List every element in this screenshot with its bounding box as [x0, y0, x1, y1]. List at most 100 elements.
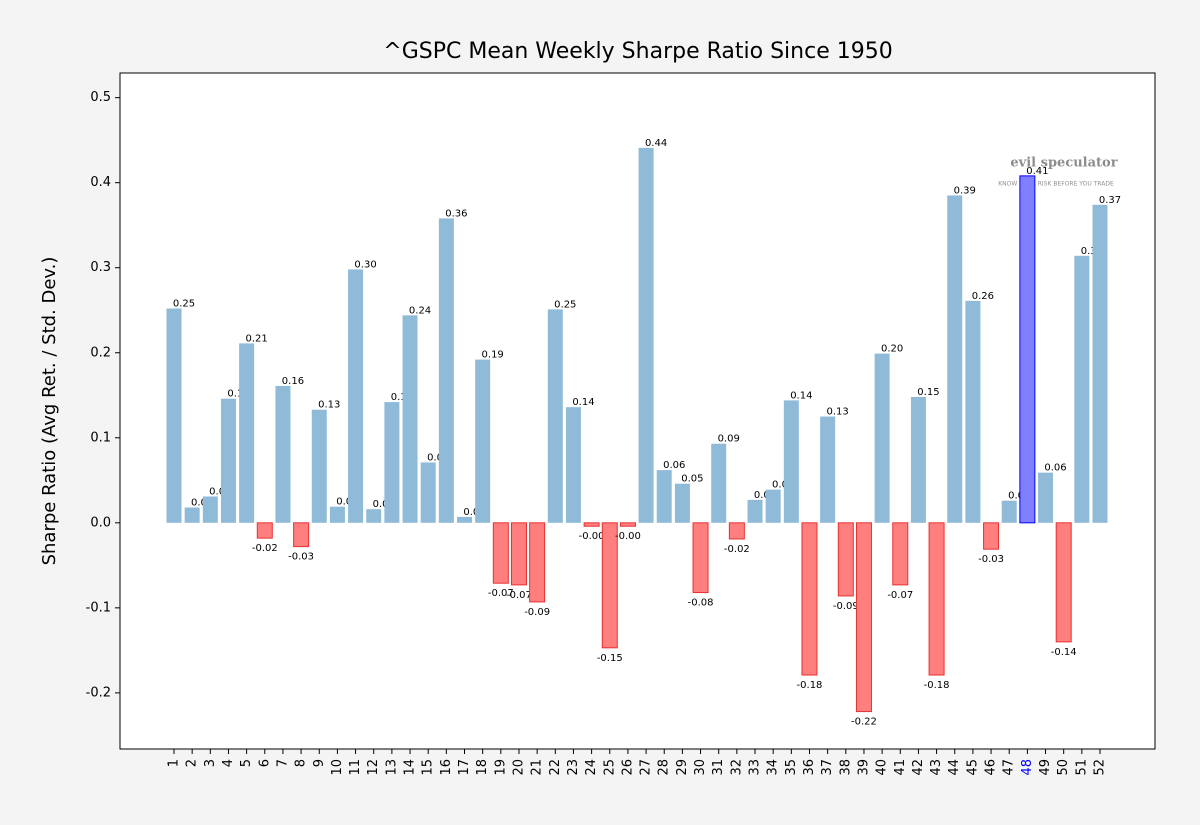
x-tick-label: 10 [330, 759, 345, 776]
bar [438, 218, 454, 523]
bar [1019, 175, 1036, 524]
value-label: 0.02 [191, 498, 213, 509]
value-label: 0.41 [1026, 166, 1048, 177]
bar [492, 522, 509, 584]
value-label: 0.15 [917, 387, 939, 398]
bar [947, 195, 963, 523]
y-tick-label: 0.1 [90, 430, 111, 445]
x-tick-label: 3 [203, 759, 218, 767]
value-label: 0.39 [954, 185, 976, 196]
value-label: 0.26 [972, 291, 994, 302]
x-tick-label: 48 [1020, 759, 1035, 776]
value-label: 0.03 [209, 486, 231, 497]
bar [638, 147, 654, 523]
x-tick-label: 32 [729, 759, 744, 776]
value-label: 0.14 [790, 390, 812, 401]
bar [1074, 255, 1090, 523]
bar [1092, 204, 1108, 523]
x-tick-label: 33 [748, 759, 763, 776]
bar [420, 462, 436, 523]
x-tick-label: 18 [475, 759, 490, 776]
x-tick-label: 17 [457, 759, 472, 776]
watermark-text: evil speculator [1010, 156, 1117, 171]
bar [601, 522, 618, 649]
bar [220, 398, 236, 523]
bar [166, 308, 182, 523]
value-label: 0.37 [1099, 195, 1121, 206]
bar [928, 522, 945, 676]
x-tick-label: 12 [366, 759, 381, 776]
value-label: 0.04 [772, 480, 794, 491]
x-tick-label: 23 [566, 759, 581, 776]
y-tick-label: 0.2 [90, 345, 111, 360]
value-label: -0.07 [488, 588, 514, 599]
bar [547, 309, 563, 523]
value-label: 0.30 [354, 259, 376, 270]
bar [275, 385, 291, 523]
value-label: 0.14 [572, 397, 594, 408]
x-tick-label: 36 [802, 759, 817, 776]
x-tick-label: 7 [275, 759, 290, 767]
value-label: 0.21 [245, 333, 267, 344]
bar [293, 522, 310, 548]
bar [311, 409, 327, 523]
x-tick-label: 42 [911, 759, 926, 776]
value-label: 0.07 [427, 452, 449, 463]
value-label: -0.09 [833, 601, 859, 612]
x-tick-label: 47 [1002, 759, 1017, 776]
value-label: 0.19 [482, 350, 504, 361]
value-label: 0.03 [1008, 491, 1030, 502]
value-label: -0.22 [851, 717, 877, 728]
x-tick-label: 37 [820, 759, 835, 776]
x-tick-label: 39 [856, 759, 871, 776]
bar [619, 522, 636, 527]
value-label: 0.01 [463, 507, 485, 518]
x-tick-label: 41 [893, 759, 908, 776]
value-label: 0.02 [373, 499, 395, 510]
bar [837, 522, 854, 597]
value-label: 0.25 [173, 299, 195, 310]
bar [910, 396, 926, 523]
x-tick-label: 44 [947, 759, 962, 776]
value-label: -0.18 [797, 680, 823, 691]
bar [747, 499, 763, 523]
bar [874, 353, 890, 523]
x-tick-label: 40 [875, 759, 890, 776]
bar [184, 507, 200, 523]
value-label: 0.03 [754, 490, 776, 501]
y-axis-label: Sharpe Ratio (Avg Ret. / Std. Dev.) [39, 257, 60, 566]
value-label: 0.25 [554, 299, 576, 310]
x-tick-label: 8 [294, 759, 309, 767]
bar [1038, 472, 1054, 523]
bar [983, 522, 1000, 550]
value-label: 0.36 [445, 208, 467, 219]
value-label: 0.15 [227, 389, 249, 400]
value-label: -0.09 [524, 607, 550, 618]
bar [783, 400, 799, 523]
bar [801, 522, 818, 676]
bar [457, 516, 473, 523]
y-tick-label: 0.3 [90, 260, 111, 275]
bar [565, 407, 581, 523]
bar [529, 522, 546, 603]
y-tick-label: 0.0 [90, 515, 111, 530]
value-label: -0.14 [1051, 647, 1077, 658]
bar [1055, 522, 1072, 643]
value-label: -0.07 [887, 590, 913, 601]
x-tick-label: 28 [657, 759, 672, 776]
x-tick-label: 4 [221, 759, 236, 767]
value-label: 0.09 [718, 434, 740, 445]
y-tick-label: 0.4 [90, 175, 111, 190]
x-tick-label: 31 [711, 759, 726, 776]
value-label: 0.02 [336, 497, 358, 508]
x-tick-label: 52 [1093, 759, 1108, 776]
value-label: -0.00 [579, 531, 605, 542]
y-tick-label: -0.1 [86, 600, 111, 615]
bar [965, 300, 981, 523]
x-tick-label: 13 [384, 759, 399, 776]
x-tick-label: 27 [639, 759, 654, 776]
value-label: -0.07 [506, 590, 532, 601]
value-label: 0.14 [391, 392, 413, 403]
value-label: 0.06 [1044, 463, 1066, 474]
